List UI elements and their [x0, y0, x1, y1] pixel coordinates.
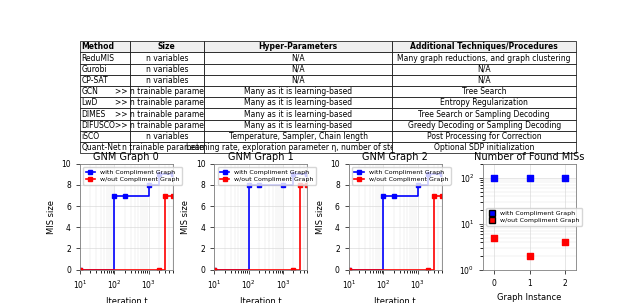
- Y-axis label: MIS size: MIS size: [47, 200, 56, 234]
- X-axis label: Iteration t: Iteration t: [240, 297, 282, 303]
- w/out Compliment Graph: [560, 240, 570, 245]
- X-axis label: Graph Instance: Graph Instance: [497, 293, 562, 302]
- Y-axis label: MIS size: MIS size: [181, 200, 190, 234]
- Title: GNM Graph 2: GNM Graph 2: [362, 152, 428, 161]
- with Compliment Graph: [525, 175, 535, 180]
- Legend: with Compliment Graph, w/out Compliment Graph: with Compliment Graph, w/out Compliment …: [486, 208, 582, 225]
- X-axis label: Iteration t: Iteration t: [374, 297, 416, 303]
- Y-axis label: MIS size: MIS size: [316, 200, 324, 234]
- w/out Compliment Graph: [525, 253, 535, 258]
- Legend: with Compliment Graph, w/out Compliment Graph: with Compliment Graph, w/out Compliment …: [218, 167, 316, 185]
- X-axis label: Iteration t: Iteration t: [106, 297, 147, 303]
- Title: GNM Graph 1: GNM Graph 1: [228, 152, 294, 161]
- w/out Compliment Graph: [489, 235, 499, 240]
- with Compliment Graph: [560, 175, 570, 180]
- Title: GNM Graph 0: GNM Graph 0: [93, 152, 159, 161]
- Legend: with Compliment Graph, w/out Compliment Graph: with Compliment Graph, w/out Compliment …: [83, 167, 182, 185]
- with Compliment Graph: [489, 175, 499, 180]
- Title: Number of Found MISs: Number of Found MISs: [474, 152, 585, 161]
- Legend: with Compliment Graph, w/out Compliment Graph: with Compliment Graph, w/out Compliment …: [352, 167, 451, 185]
